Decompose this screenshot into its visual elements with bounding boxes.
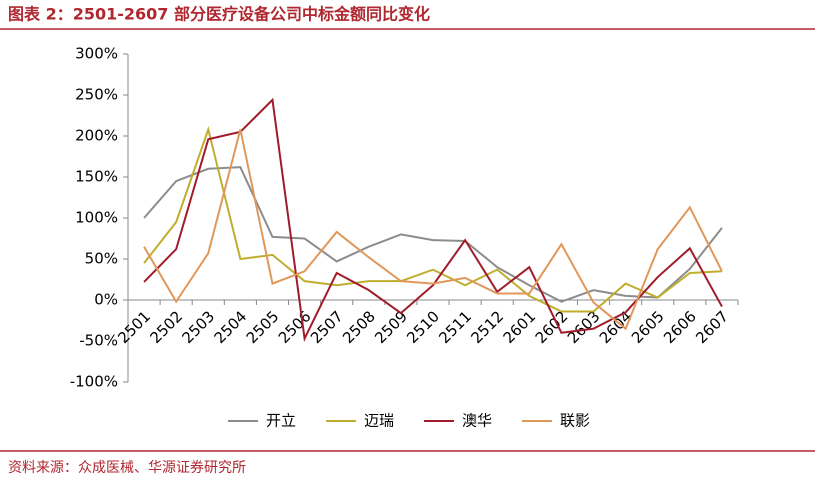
series-line xyxy=(143,125,722,313)
x-tick-label: 2605 xyxy=(628,307,668,347)
x-tick-label: 2511 xyxy=(435,307,475,347)
y-tick-label: 100% xyxy=(75,209,118,227)
x-tick-label: 2506 xyxy=(275,307,315,347)
y-tick-label: 200% xyxy=(75,127,118,145)
x-tick-label: 2606 xyxy=(660,307,700,347)
x-tick-label: 2510 xyxy=(403,307,443,347)
x-tick-label: 2508 xyxy=(339,307,379,347)
series-line xyxy=(143,166,723,303)
x-tick-label: 2604 xyxy=(596,307,636,347)
x-tick-label: 2505 xyxy=(243,307,283,347)
y-tick-label: 0% xyxy=(94,291,118,309)
x-tick-label: 2502 xyxy=(146,307,186,347)
source: 资料来源：众成医械、华源证券研究所 xyxy=(8,460,246,476)
x-tick-label: 2509 xyxy=(371,307,411,347)
y-tick-label: -100% xyxy=(70,373,118,391)
x-tick-label: 2512 xyxy=(467,307,507,347)
y-tick-label: 50% xyxy=(85,250,118,268)
legend-label: 迈瑞 xyxy=(364,412,394,430)
y-tick-label: 250% xyxy=(75,86,118,104)
legend-label: 澳华 xyxy=(462,412,492,430)
series-line xyxy=(143,129,723,331)
x-tick-label: 2504 xyxy=(211,307,251,347)
y-tick-label: 300% xyxy=(75,45,118,63)
legend-label: 开立 xyxy=(266,412,296,430)
x-tick-label: 2503 xyxy=(179,307,219,347)
x-tick-label: 2601 xyxy=(500,307,540,347)
chart-title: 图表 2：2501-2607 部分医疗设备公司中标金额同比变化 xyxy=(8,5,430,24)
y-tick-label: -50% xyxy=(79,332,118,350)
x-tick-label: 2507 xyxy=(307,307,347,347)
y-tick-label: 150% xyxy=(75,168,118,186)
x-tick-label: 2607 xyxy=(692,307,732,347)
legend-label: 联影 xyxy=(560,412,590,430)
x-tick-label: 2501 xyxy=(114,307,154,347)
